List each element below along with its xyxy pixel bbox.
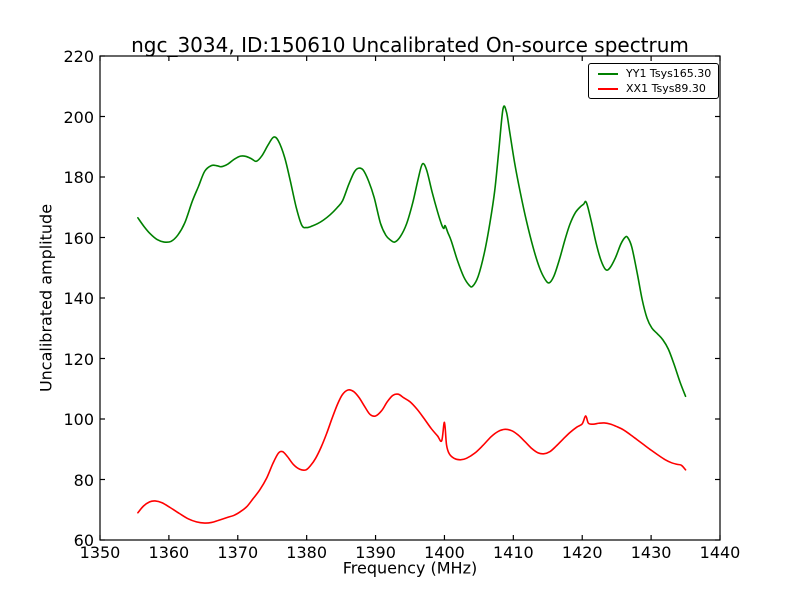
series-line-xx1 [137, 389, 687, 524]
x-tick-label: 1430 [630, 543, 672, 562]
legend-label-xx1: XX1 Tsys89.30 [626, 82, 706, 95]
x-tick-label: 1440 [699, 543, 741, 562]
x-tick-label: 1350 [79, 543, 121, 562]
x-tick-label: 1410 [492, 543, 534, 562]
x-tick-label: 1390 [355, 543, 396, 562]
y-tick-label: 140 [63, 289, 94, 308]
y-tick-label: 220 [63, 47, 94, 66]
x-tick-label: 1420 [561, 543, 603, 562]
x-tick-label: 1400 [424, 543, 465, 562]
x-tick-label: 1380 [286, 543, 328, 562]
axes-frame [99, 55, 721, 541]
legend-item-yy1: YY1 Tsys165.30 [589, 68, 718, 79]
legend-item-xx1: XX1 Tsys89.30 [589, 83, 718, 94]
xx1-line-swatch [598, 87, 618, 90]
x-tick-label: 1360 [148, 543, 190, 562]
y-tick-label: 160 [63, 228, 94, 248]
legend-label-yy1: YY1 Tsys165.30 [626, 67, 712, 80]
series-line-yy1 [137, 105, 687, 398]
y-tick-label: 60 [73, 531, 94, 550]
x-tick-label: 1370 [217, 543, 259, 562]
legend: YY1 Tsys165.30 XX1 Tsys89.30 [588, 63, 719, 99]
y-tick-label: 120 [63, 349, 94, 369]
yy1-line-swatch [598, 72, 618, 75]
y-tick-label: 180 [63, 168, 94, 187]
chart-title: ngc_3034, ID:150610 Uncalibrated On-sour… [131, 33, 689, 57]
x-axis-label: Frequency (MHz) [342, 558, 478, 578]
y-tick-label: 200 [63, 107, 94, 127]
y-tick-label: 80 [73, 470, 94, 490]
y-tick-label: 100 [63, 410, 94, 429]
